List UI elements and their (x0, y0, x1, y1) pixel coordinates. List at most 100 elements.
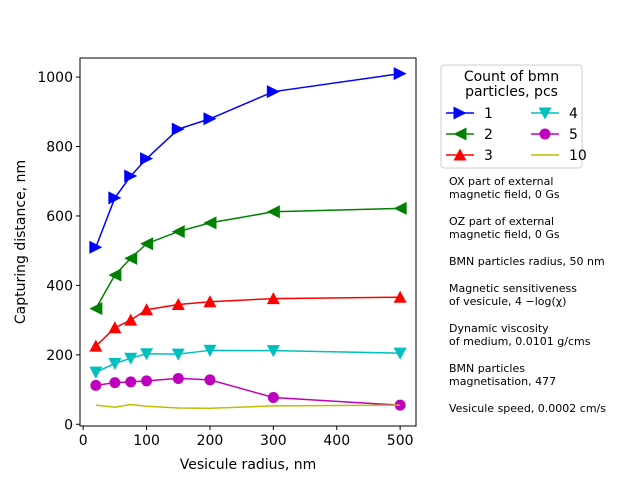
data-point (140, 348, 154, 361)
parameter-note: Vesicule speed, 0.0002 cm/s (449, 402, 606, 415)
data-point (90, 379, 102, 391)
data-point (393, 201, 407, 215)
series-4 (89, 344, 407, 379)
x-tick-label: 0 (79, 433, 88, 449)
data-point (140, 152, 154, 166)
series-3 (89, 290, 407, 352)
note-line: magnetic field, 0 Gs (449, 188, 560, 201)
data-point (108, 268, 122, 282)
data-point (204, 374, 216, 386)
data-point (266, 292, 280, 305)
data-point (140, 303, 154, 316)
note-line: magnetisation, 477 (449, 375, 556, 388)
x-tick-label: 200 (197, 433, 224, 449)
legend-marker (453, 106, 467, 120)
data-point (125, 376, 137, 388)
data-point (109, 377, 121, 389)
axes-frame (79, 57, 417, 427)
note-line: Vesicule speed, 0.0002 cm/s (449, 402, 606, 415)
note-line: BMN particles radius, 50 nm (449, 255, 605, 268)
data-point (89, 240, 103, 254)
legend-label: 2 (484, 127, 493, 143)
legend-label: 5 (569, 127, 578, 143)
legend-label: 3 (484, 148, 493, 164)
parameter-note: BMN particles radius, 50 nm (449, 255, 605, 268)
legend-entry: 4 (531, 106, 578, 122)
series-10 (95, 403, 401, 410)
x-tick-label: 100 (133, 433, 160, 449)
series-2 (89, 201, 407, 316)
x-axis-label: Vesicule radius, nm (180, 457, 317, 473)
data-point (89, 339, 103, 352)
note-line: of vesicule, 4 −log(χ) (449, 295, 566, 308)
data-point (393, 347, 407, 360)
x-axis: 0 100 200 300 400 500 (79, 426, 414, 449)
x-tick-label: 500 (387, 433, 414, 449)
note-line: Dynamic viscosity (449, 322, 549, 335)
y-tick-label: 200 (46, 348, 73, 364)
legend-entry: 10 (531, 148, 587, 164)
data-point (108, 191, 122, 205)
legend-entries: 1 2 3 4 5 10 (446, 106, 587, 164)
legend-entry: 1 (446, 106, 493, 122)
legend-marker (539, 128, 551, 140)
note-line: magnetic field, 0 Gs (449, 228, 560, 241)
legend-marker (453, 148, 467, 161)
data-point (141, 375, 153, 387)
data-point (203, 112, 217, 126)
series-line (95, 296, 401, 347)
data-point (124, 169, 138, 183)
data-point (203, 295, 217, 308)
legend-label: 4 (569, 106, 578, 122)
legend-marker (538, 107, 552, 120)
data-point (266, 85, 280, 99)
legend-box (440, 64, 583, 169)
legend-entry: 2 (446, 127, 493, 143)
legend: Count of bmn particles, pcs 1 2 3 4 5 10 (440, 64, 587, 169)
legend-title-line2: particles, pcs (465, 84, 558, 100)
series-line (95, 207, 401, 310)
data-point (203, 344, 217, 357)
data-point (266, 345, 280, 358)
data-point (171, 348, 185, 361)
note-line: Magnetic sensitiveness (449, 282, 577, 295)
data-point (89, 302, 103, 316)
data-point (140, 237, 154, 251)
data-point (108, 357, 122, 371)
data-point (393, 67, 407, 81)
y-tick-label: 1000 (37, 70, 73, 86)
note-line: BMN particles (449, 362, 525, 375)
data-point (171, 225, 185, 239)
data-point (124, 352, 138, 365)
series-line (95, 403, 401, 410)
note-line: OZ part of external (449, 215, 554, 228)
data-point (89, 366, 103, 379)
data-point (203, 216, 217, 230)
data-point (108, 321, 122, 334)
series-1 (89, 67, 407, 254)
y-axis: 0 200 400 600 800 1000 (37, 70, 80, 433)
series-line (95, 72, 401, 248)
note-line: of medium, 0.0101 g/cms (449, 335, 591, 348)
y-tick-label: 400 (46, 278, 73, 294)
legend-title: Count of bmn (464, 69, 559, 85)
data-point (171, 297, 185, 311)
note-line: OX part of external (449, 175, 553, 188)
legend-entry: 3 (446, 148, 493, 164)
data-point (124, 313, 138, 326)
y-tick-label: 0 (64, 417, 73, 433)
legend-marker (453, 127, 467, 141)
x-tick-label: 400 (323, 433, 350, 449)
plot-area (89, 67, 407, 411)
y-tick-label: 800 (46, 140, 73, 156)
series-line (95, 349, 401, 373)
legend-label: 10 (569, 148, 587, 164)
data-point (172, 372, 184, 384)
